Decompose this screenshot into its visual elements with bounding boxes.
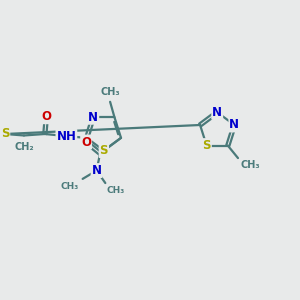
Text: N: N (230, 118, 239, 131)
Text: N: N (212, 106, 222, 119)
Text: N: N (88, 111, 98, 124)
Text: CH₃: CH₃ (107, 186, 125, 195)
Text: CH₃: CH₃ (61, 182, 79, 191)
Text: CH₂: CH₂ (14, 142, 34, 152)
Text: O: O (81, 136, 91, 148)
Text: S: S (100, 144, 108, 157)
Text: NH: NH (56, 130, 76, 143)
Text: O: O (41, 110, 51, 123)
Text: N: N (92, 164, 102, 177)
Text: CH₃: CH₃ (240, 160, 260, 170)
Text: CH₃: CH₃ (100, 87, 120, 97)
Text: S: S (1, 128, 9, 140)
Text: S: S (202, 139, 211, 152)
